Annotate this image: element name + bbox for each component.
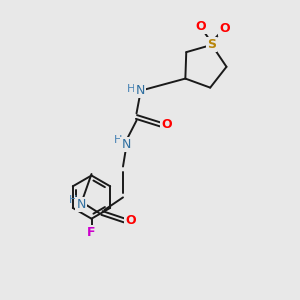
Text: O: O xyxy=(161,118,172,131)
Text: H: H xyxy=(68,195,77,205)
Text: N: N xyxy=(121,137,131,151)
Text: F: F xyxy=(87,226,96,239)
Text: H: H xyxy=(113,135,122,145)
Text: S: S xyxy=(207,38,216,51)
Text: N: N xyxy=(135,83,145,97)
Text: N: N xyxy=(76,197,86,211)
Text: O: O xyxy=(195,20,206,33)
Text: O: O xyxy=(125,214,136,227)
Text: H: H xyxy=(127,84,135,94)
Text: O: O xyxy=(219,22,230,35)
